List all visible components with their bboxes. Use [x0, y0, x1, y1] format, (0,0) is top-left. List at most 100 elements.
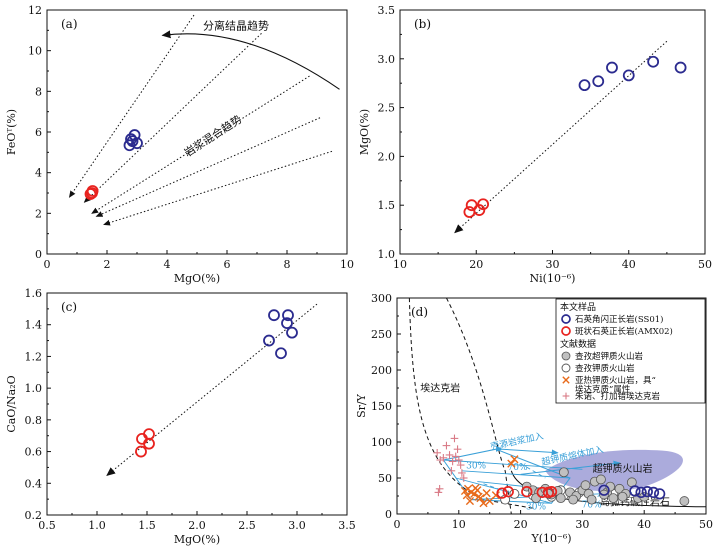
filled-circle-point [596, 474, 606, 485]
y-tick-label: 0.4 [25, 477, 43, 490]
panel-c-content [106, 303, 318, 476]
x-cross-stroke [562, 376, 570, 384]
open-circle-point [629, 485, 641, 497]
y-tick-label: 1.2 [25, 350, 43, 363]
plus-point [433, 448, 441, 457]
x-cross-stroke [462, 491, 471, 500]
mixing-label: 70% [508, 463, 528, 473]
x-tick-label: 30 [546, 258, 560, 271]
y-tick-label: 250 [371, 328, 392, 341]
x-tick-label: 10 [452, 518, 466, 531]
open-circle-point [635, 486, 647, 499]
mixing-label: 30% [526, 503, 546, 513]
trend-line [454, 40, 668, 234]
open-circle-point [125, 133, 137, 146]
x-cross-stroke [491, 491, 500, 500]
x-axis-label: Ni(10⁻⁶) [530, 272, 576, 285]
x-tick-label: 2.5 [238, 519, 256, 532]
y-tick-label: 200 [371, 364, 392, 377]
legend-entry-label: 朱诺、打加错埃达克岩 [575, 391, 661, 402]
open-circle-point [268, 309, 280, 322]
open-circle-point [578, 79, 591, 92]
panel-a-axes: 0 2 4 6 8 10 0 2 4 6 8 10 12 MgO(%) FeOᵀ(%) (a) [5, 4, 354, 285]
panel-a: 0 2 4 6 8 10 0 2 4 6 8 10 12 MgO(%) FeOᵀ(%) (a) 分离结晶趋势岩… [5, 4, 354, 285]
x-tick-label: 0.5 [38, 519, 56, 532]
plus-point [453, 445, 462, 454]
ultrapotassic-field [545, 449, 683, 492]
open-circle-point [263, 334, 275, 347]
mixing-label: 30% [466, 462, 486, 472]
open-circle-point [463, 206, 476, 218]
open-circle-point [143, 428, 155, 441]
adakite-field-boundary [445, 297, 512, 515]
annotation-label: 分离结晶趋势 [203, 18, 269, 32]
filled-circle-point [586, 494, 597, 505]
field-label: 超钾质火山岩 [593, 462, 653, 475]
open-circle-point [598, 484, 610, 496]
open-circle-point [606, 61, 618, 74]
mixing-trend-line [95, 117, 321, 217]
panel-d: 0 10 20 30 40 50 0 50 100 150 200 250 300 Y(10⁻⁶) Sr/Y… [355, 292, 713, 545]
x-cross-point [507, 459, 516, 468]
x-cross-stroke [474, 492, 483, 501]
panel-c-plot-frame [46, 292, 348, 516]
open-circle-point [496, 487, 508, 499]
x-cross-point [471, 483, 480, 493]
plus-point [448, 457, 457, 466]
open-circle-point [674, 61, 687, 74]
x-tick-label: 2.0 [188, 519, 206, 532]
y-axis-label: Sr/Y [355, 393, 368, 418]
open-circle-point [275, 347, 287, 360]
x-tick-label: 10 [340, 258, 354, 271]
crust-addition-arrow [495, 445, 559, 456]
field-label: 埃达克岩 [420, 382, 460, 395]
legend-entry-label-cont: 埃达克质”属性 [575, 384, 631, 395]
filled-circle-point [580, 480, 591, 491]
legend-entry-label: 石英角闪正长岩(SS01) [575, 314, 663, 325]
legend-title: 本文样品 [560, 301, 596, 313]
y-tick-label: 3.5 [378, 4, 396, 17]
x-tick-label: 0 [394, 518, 401, 531]
x-cross-point [482, 489, 491, 498]
open-circle-point [622, 69, 635, 82]
x-tick-label: 1.5 [138, 519, 156, 532]
open-circle-point [647, 486, 660, 499]
y-tick-label: 0 [35, 248, 42, 261]
y-tick-label: 12 [28, 4, 42, 17]
x-tick-label: 40 [622, 258, 636, 271]
y-tick-label: 2 [35, 207, 42, 220]
open-circle-point [281, 317, 293, 330]
y-tick-label: 6 [35, 126, 42, 139]
y-tick-label: 0 [385, 508, 392, 521]
plus-point [436, 456, 445, 464]
x-cross-point [465, 496, 475, 506]
mixing-trend-line [103, 150, 333, 226]
panel-b-content [454, 40, 687, 234]
open-circle-point [509, 488, 520, 499]
x-tick-label: 50 [699, 518, 713, 531]
legend-box [555, 298, 706, 404]
mixing-trend-line [68, 14, 195, 198]
open-circle-point [286, 326, 298, 339]
panel-label: (d) [411, 305, 428, 319]
x-axis-label: MgO(%) [174, 272, 220, 285]
x-cross-stroke [471, 483, 480, 493]
open-circle-point [502, 486, 514, 498]
x-cross-stroke [510, 455, 519, 464]
plus-point [435, 484, 444, 493]
x-tick-label: 50 [698, 258, 712, 271]
open-circle-point [545, 486, 558, 498]
filled-circle-point [558, 467, 569, 478]
mixing-label: 70% [582, 501, 602, 511]
open-circle-point [477, 198, 490, 211]
plus-point [562, 392, 570, 400]
open-circle-point [143, 437, 155, 450]
mixing-dashed-line [520, 463, 546, 479]
plus-point [442, 441, 451, 450]
open-circle-point [86, 187, 98, 199]
panel-label: (a) [61, 17, 78, 31]
plus-point [454, 456, 463, 464]
y-tick-label: 0.6 [25, 446, 43, 459]
